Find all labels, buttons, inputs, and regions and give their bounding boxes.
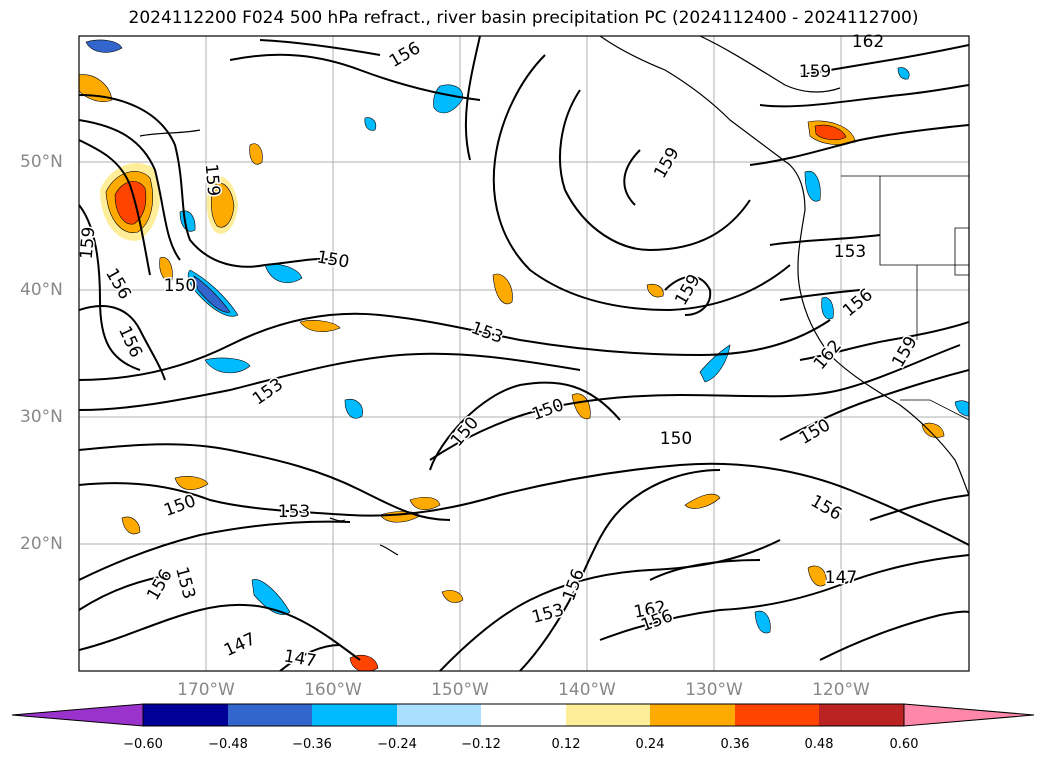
contour-label: 153 <box>834 242 866 262</box>
colorbar <box>11 703 1035 727</box>
colorbar-tick-label: 0.60 <box>889 737 919 752</box>
colorbar-tick-label: −0.48 <box>208 737 248 752</box>
gridlines <box>79 36 969 671</box>
colorbar-tick-label: 0.24 <box>635 737 665 752</box>
colorbar-bin <box>228 704 312 726</box>
lon-label: 130°W <box>685 680 743 700</box>
colorbar-over-arrow <box>903 703 1035 727</box>
contour-label: 159 <box>77 226 100 260</box>
lat-label: 20°N <box>20 534 63 554</box>
lon-label: 160°W <box>304 680 362 700</box>
colorbar-tick-label: −0.36 <box>292 737 332 752</box>
lat-label: 30°N <box>20 407 63 427</box>
contour-label: 150 <box>164 276 196 296</box>
colorbar-tick-label: −0.24 <box>377 737 417 752</box>
colorbar-bin <box>819 704 904 726</box>
coastlines <box>139 36 969 556</box>
precip-patches <box>79 39 969 671</box>
colorbar-bin <box>312 704 397 726</box>
colorbar-tick-label: 0.36 <box>720 737 750 752</box>
country-borders <box>841 175 969 421</box>
colorbar-bin <box>397 704 481 726</box>
colorbar-bin <box>566 704 650 726</box>
contour-label: 159 <box>201 163 224 197</box>
colorbar-bin <box>143 704 228 726</box>
colorbar-bin <box>481 704 566 726</box>
refractivity-contours <box>79 36 969 671</box>
colorbar-tick-label: 0.48 <box>804 737 834 752</box>
lat-label: 40°N <box>20 280 63 300</box>
contour-label: 162 <box>852 32 884 52</box>
contour-label: 159 <box>799 62 831 82</box>
lat-label: 50°N <box>20 152 63 172</box>
contour-label: 147 <box>825 568 857 588</box>
colorbar-tick-label: −0.60 <box>123 737 163 752</box>
colorbar-tick-label: −0.12 <box>461 737 501 752</box>
colorbar-under-arrow <box>11 703 144 727</box>
lon-label: 140°W <box>558 680 616 700</box>
colorbar-bin <box>650 704 735 726</box>
colorbar-tick-label: 0.12 <box>551 737 581 752</box>
lon-label: 150°W <box>431 680 489 700</box>
map-title: 2024112200 F024 500 hPa refract., river … <box>128 8 919 28</box>
colorbar-bin <box>735 704 819 726</box>
contour-label: 153 <box>278 502 310 522</box>
contour-label: 150 <box>660 429 692 449</box>
lon-label: 170°W <box>177 680 235 700</box>
lon-label: 120°W <box>812 680 870 700</box>
